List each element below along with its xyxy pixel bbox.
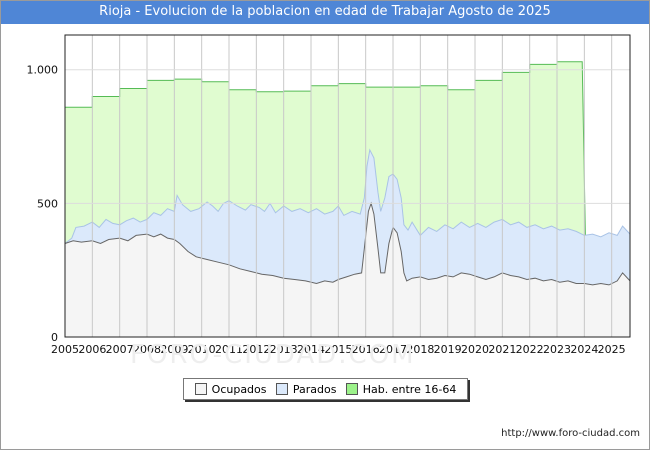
legend-swatch-parados [275,383,288,395]
chart-title: Rioja - Evolucion de la poblacion en eda… [0,0,650,24]
x-tick-label-2017: 2017 [379,343,407,356]
y-tick-label-1000: 1.000 [27,64,59,77]
x-tick-label-2024: 2024 [570,343,598,356]
x-tick-label-2005: 2005 [51,343,79,356]
line-parados [64,148,631,244]
legend-item-habitantes: Hab. entre 16-64 [345,382,457,396]
x-tick-label-2016: 2016 [352,343,380,356]
legend-label-parados: Parados [292,382,337,396]
line-ocupados [64,201,631,286]
legend-label-ocupados: Ocupados [211,382,267,396]
x-tick-label-2018: 2018 [406,343,434,356]
x-tick-label-2008: 2008 [133,343,161,356]
area-ocupados [65,203,630,337]
x-tick-label-2010: 2010 [188,343,216,356]
x-tick-label-2006: 2006 [78,343,106,356]
legend-label-habitantes: Hab. entre 16-64 [362,382,457,396]
watermark: FORO-CIUDAD.COM [130,340,416,370]
legend-swatch-habitantes [345,383,358,395]
x-tick-label-2011: 2011 [215,343,243,356]
x-tick-label-2012: 2012 [242,343,270,356]
y-tick-label-0: 0 [51,331,58,344]
y-tick-label-500: 500 [37,197,58,210]
x-tick-label-2007: 2007 [106,343,134,356]
x-tick-label-2021: 2021 [488,343,516,356]
x-tick-label-2009: 2009 [160,343,188,356]
legend: Ocupados Parados Hab. entre 16-64 [183,378,468,400]
plot-border [64,34,631,338]
x-tick-label-2013: 2013 [270,343,298,356]
legend-item-parados: Parados [275,382,337,396]
x-tick-label-2020: 2020 [461,343,489,356]
legend-swatch-ocupados [194,383,207,395]
x-tick-label-2019: 2019 [434,343,462,356]
x-tick-label-2023: 2023 [543,343,571,356]
x-tick-label-2014: 2014 [297,343,325,356]
source-url[interactable]: http://www.foro-ciudad.com [501,428,640,439]
x-tick-label-2025: 2025 [598,343,626,356]
x-tick-label-2015: 2015 [324,343,352,356]
legend-item-ocupados: Ocupados [194,382,267,396]
x-tick-label-2022: 2022 [516,343,544,356]
